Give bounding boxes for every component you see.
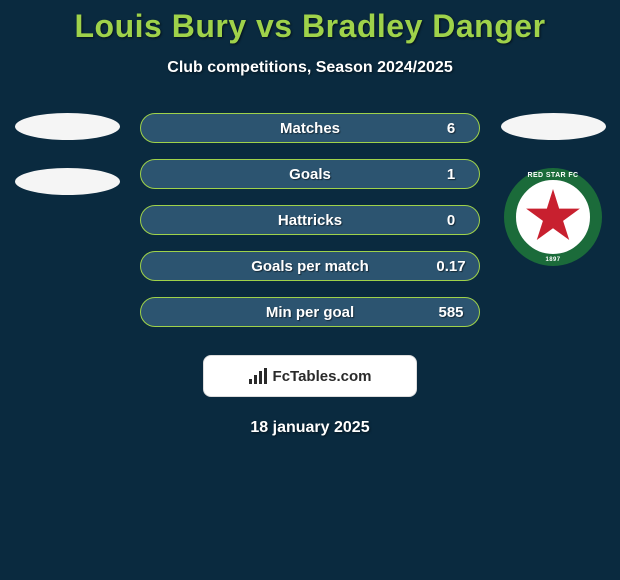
date-text: 18 january 2025 xyxy=(0,419,620,437)
left-side xyxy=(12,113,122,195)
stat-label: Goals per match xyxy=(197,258,423,275)
stat-bar: Goals1 xyxy=(140,159,480,189)
club-badge: RED STAR FC 1897 xyxy=(504,168,602,266)
player2-ellipse-1 xyxy=(501,113,606,140)
page-subtitle: Club competitions, Season 2024/2025 xyxy=(0,59,620,77)
right-side: RED STAR FC 1897 xyxy=(498,113,608,266)
content-row: Matches6Goals1Hattricks0Goals per match0… xyxy=(0,113,620,327)
stat-label: Min per goal xyxy=(197,304,423,321)
stat-bar: Hattricks0 xyxy=(140,205,480,235)
page-root: Louis Bury vs Bradley Danger Club compet… xyxy=(0,0,620,580)
badge-text-bottom: 1897 xyxy=(546,257,561,263)
player1-ellipse-1 xyxy=(15,113,120,140)
stat-right-value: 1 xyxy=(423,166,479,183)
bar-chart-icon xyxy=(249,368,267,384)
attribution-text: FcTables.com xyxy=(273,368,372,385)
badge-inner xyxy=(514,178,592,256)
stat-bar: Matches6 xyxy=(140,113,480,143)
stat-right-value: 0 xyxy=(423,212,479,229)
stat-right-value: 0.17 xyxy=(423,258,479,275)
stat-label: Matches xyxy=(197,120,423,137)
attribution-box: FcTables.com xyxy=(203,355,417,397)
page-title: Louis Bury vs Bradley Danger xyxy=(0,0,620,45)
player1-ellipse-2 xyxy=(15,168,120,195)
stat-label: Goals xyxy=(197,166,423,183)
stat-bar: Goals per match0.17 xyxy=(140,251,480,281)
badge-star-icon xyxy=(525,189,581,245)
stat-right-value: 585 xyxy=(423,304,479,321)
stat-bar: Min per goal585 xyxy=(140,297,480,327)
stat-bars: Matches6Goals1Hattricks0Goals per match0… xyxy=(140,113,480,327)
stat-right-value: 6 xyxy=(423,120,479,137)
stat-label: Hattricks xyxy=(197,212,423,229)
